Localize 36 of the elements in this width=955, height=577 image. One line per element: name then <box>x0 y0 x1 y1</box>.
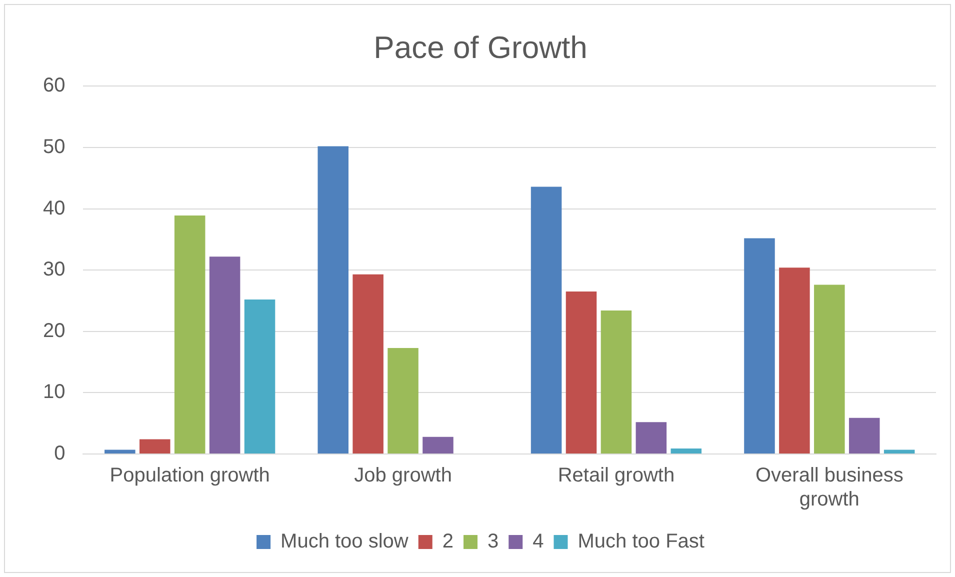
y-tick-label: 0 <box>54 442 66 465</box>
y-tick-label: 30 <box>42 258 66 281</box>
x-tick-label: Retail growth <box>558 464 675 487</box>
y-tick-label: 40 <box>42 197 66 220</box>
y-tick-label: 10 <box>42 381 66 404</box>
bar <box>744 238 775 454</box>
bar <box>600 310 632 454</box>
bar <box>670 448 702 454</box>
y-tick-label: 20 <box>42 320 66 342</box>
bar <box>884 450 915 454</box>
bar <box>388 348 418 454</box>
bar <box>318 146 348 454</box>
bar <box>174 216 206 454</box>
y-tick-label: 50 <box>42 136 66 158</box>
bar <box>244 300 276 454</box>
bar <box>636 422 667 454</box>
legend-label: 3 <box>487 530 499 553</box>
bar <box>848 418 880 454</box>
bar <box>104 450 136 454</box>
legend-label: 4 <box>532 530 544 553</box>
x-tick-label: Population growth <box>110 464 270 487</box>
bar <box>352 274 384 454</box>
y-tick-label: 60 <box>42 74 66 97</box>
x-tick-label: Overall business growth <box>755 464 904 511</box>
bar <box>779 268 810 454</box>
bar <box>139 439 170 454</box>
x-tick-label: Job growth <box>354 464 452 487</box>
bar <box>566 292 597 454</box>
legend-label: Much too Fast <box>578 530 705 553</box>
chart-title: Pace of Growth <box>374 30 588 66</box>
bar <box>530 186 562 454</box>
bar <box>422 436 454 454</box>
legend-label: Much too slow <box>280 530 409 553</box>
bar <box>209 256 240 454</box>
legend-label: 2 <box>442 530 454 553</box>
bar <box>814 284 845 454</box>
